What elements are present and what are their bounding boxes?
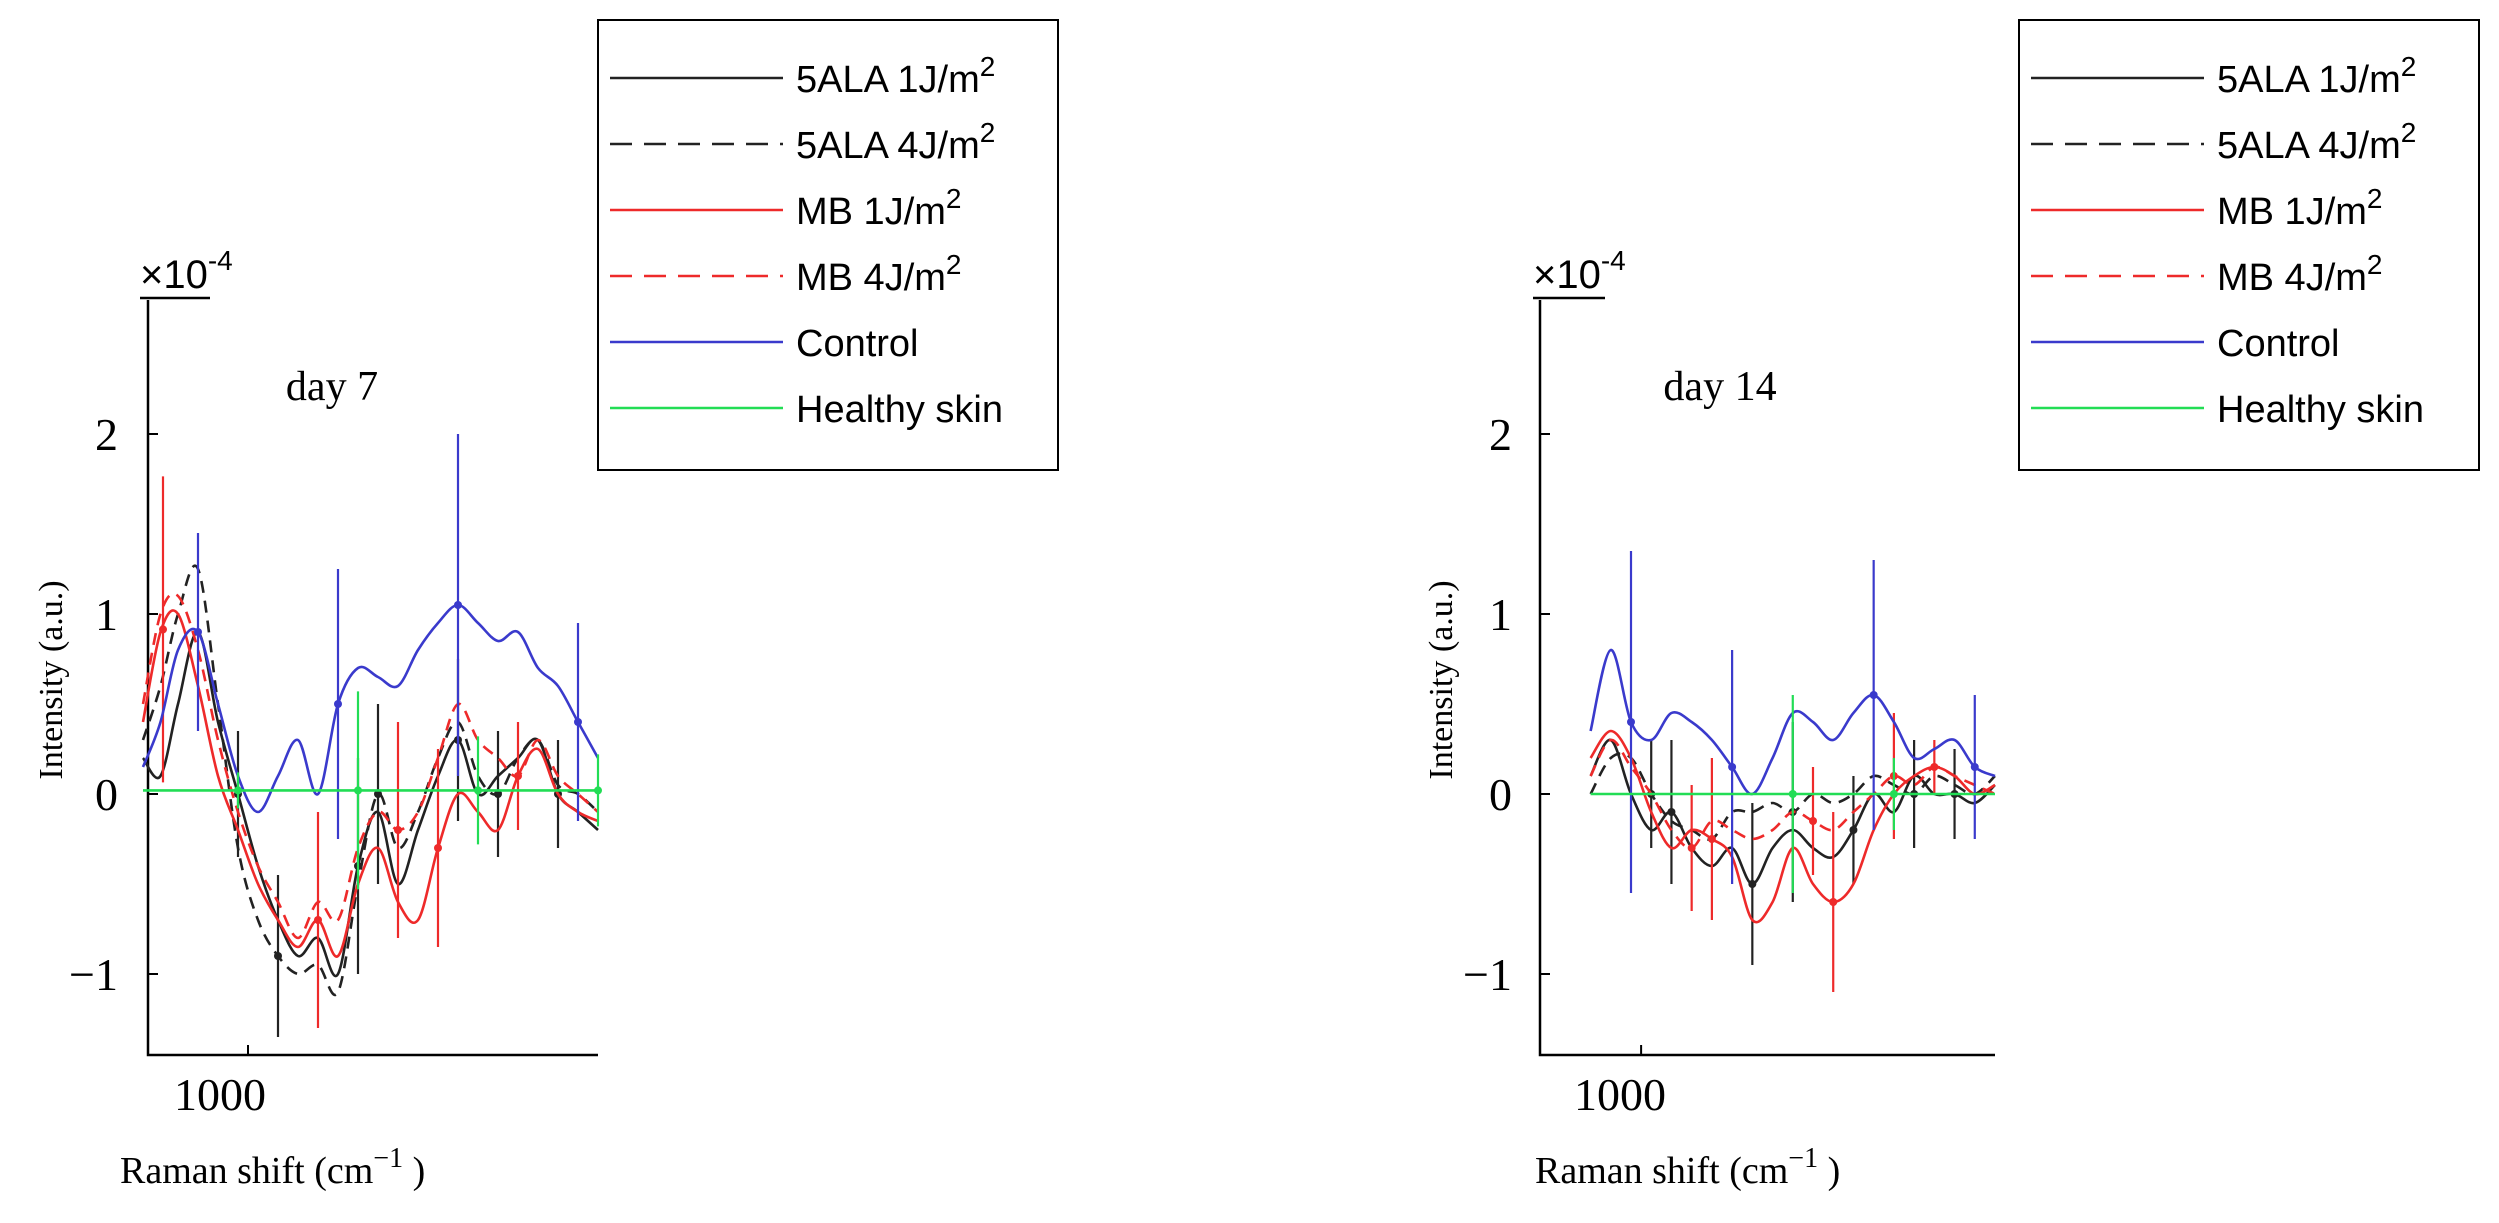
legend-label: 5ALA 4J/m2: [2217, 117, 2416, 167]
data-point: [274, 952, 282, 960]
data-point: [1667, 808, 1676, 816]
legend-label-exp: 2: [2367, 249, 2383, 280]
y-tick-label: −1: [69, 949, 118, 1000]
data-point: [594, 786, 602, 795]
legend-label: MB 1J/m2: [796, 183, 961, 233]
legend-label-exp: 2: [946, 183, 962, 214]
panel-day-14: −1 0 1 2 1000 ×10-4 day 14 Intensity (a.u.) Rama…: [1423, 19, 2480, 1192]
legend-label-exp: 2: [2367, 183, 2383, 214]
data-point: [1869, 691, 1878, 699]
data-point: [1687, 844, 1696, 852]
y-axis-label: Intensity (a.u.): [33, 580, 70, 779]
x-axis-label: Raman shift (cm−1 ): [1535, 1143, 1840, 1192]
legend-label: 5ALA 4J/m2: [796, 117, 995, 167]
series-line: [141, 603, 600, 814]
data-point: [474, 786, 482, 795]
data-point: [1627, 718, 1635, 726]
legend-box: [597, 19, 1059, 471]
series-line: [141, 609, 599, 958]
y-multiplier-exp: -4: [1601, 245, 1626, 276]
legend: 5ALA 1J/m2 5ALA 4J/m2 MB 1J/m2 MB 4J/m2 Cont…: [2018, 19, 2480, 471]
data-point: [454, 601, 462, 609]
data-point: [1849, 826, 1858, 834]
x-tick-label: 1000: [174, 1069, 266, 1120]
legend-label-exp: 2: [946, 249, 962, 280]
y-tick-label: 0: [95, 769, 118, 820]
x-axis-label: Raman shift (cm−1 ): [120, 1143, 425, 1192]
chart-title: day 7: [286, 364, 378, 410]
legend-label-exp: 2: [980, 51, 996, 82]
legend-label: Control: [796, 323, 919, 365]
data-point: [334, 700, 342, 708]
data-point: [314, 916, 322, 924]
series-line: [1589, 648, 1996, 796]
x-axis-label-end: ): [403, 1150, 425, 1192]
y-tick-label: 1: [1489, 589, 1512, 640]
x-axis-label-exp: −1: [373, 1143, 403, 1174]
data-point: [194, 628, 202, 636]
data-point: [394, 826, 402, 834]
legend-label-exp: 2: [980, 117, 996, 148]
x-axis-label-exp: −1: [1788, 1143, 1818, 1174]
data-point: [494, 790, 502, 798]
legend-label: MB 4J/m2: [796, 249, 961, 299]
legend-label: Healthy skin: [2217, 389, 2424, 431]
data-point: [1788, 790, 1797, 798]
series-line: [141, 564, 599, 997]
legend-label: 5ALA 1J/m2: [796, 51, 995, 101]
data-point: [234, 786, 242, 795]
y-multiplier: ×10-4: [1533, 245, 1626, 297]
data-point: [1970, 763, 1979, 771]
data-point: [1829, 898, 1838, 906]
axes-frame: [146, 300, 598, 1057]
legend-label: MB 4J/m2: [2217, 249, 2382, 299]
y-multiplier-exp: -4: [208, 245, 233, 276]
panel-day-7: −1 0 1 2 1000 ×10-4 day 7 Intensity (a.u.) Raman…: [33, 19, 1059, 1192]
y-tick-label: 1: [95, 589, 118, 640]
chart-title: day 14: [1663, 364, 1776, 410]
y-tick-label: 2: [1489, 409, 1512, 460]
legend-label-exp: 2: [2401, 51, 2417, 82]
x-tick-label: 1000: [1574, 1069, 1666, 1120]
plot-area: [1589, 551, 1996, 992]
x-axis-label-end: ): [1818, 1150, 1840, 1192]
plot-area: [141, 434, 602, 1037]
data-point: [514, 772, 522, 780]
legend-label-exp: 2: [2401, 117, 2417, 148]
legend: 5ALA 1J/m2 5ALA 4J/m2 MB 1J/m2 MB 4J/m2 Cont…: [597, 19, 1059, 471]
data-point: [1809, 817, 1817, 825]
data-point: [374, 790, 382, 798]
y-axis-label: Intensity (a.u.): [1423, 580, 1460, 779]
axes-frame: [1538, 300, 1995, 1057]
legend-label: 5ALA 1J/m2: [2217, 51, 2416, 101]
series-line: [141, 630, 599, 978]
data-point: [434, 844, 442, 852]
y-tick-label: −1: [1463, 949, 1512, 1000]
legend-label: Control: [2217, 323, 2340, 365]
y-tick-label: 0: [1489, 769, 1512, 820]
data-point: [1728, 763, 1737, 771]
data-point: [354, 786, 362, 795]
y-tick-label: 2: [95, 409, 118, 460]
y-multiplier: ×10-4: [140, 245, 233, 297]
legend-label: MB 1J/m2: [2217, 183, 2382, 233]
legend-label: Healthy skin: [796, 389, 1003, 431]
data-point: [159, 625, 167, 634]
legend-box: [2018, 19, 2480, 471]
data-point: [1889, 790, 1898, 798]
data-point: [574, 718, 582, 726]
data-point: [1707, 835, 1716, 843]
data-point: [1748, 880, 1757, 888]
